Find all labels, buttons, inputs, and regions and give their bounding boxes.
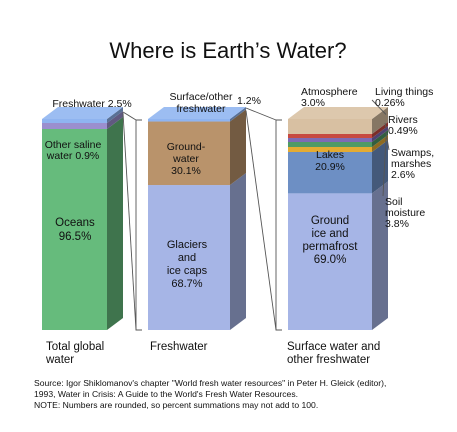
label-lakes: Lakes 20.9% [315,149,345,173]
bar-1-freshwater-side [107,107,123,123]
label-glaciers-ice-caps: Glaciers and ice caps 68.7% [167,239,208,290]
label-groundwater: Ground-water 30.1% [167,141,206,177]
chart-title: Where is Earth’s Water? [109,38,346,63]
bar-1-freshwater-segment [42,119,107,123]
label-other-saline-water: Other saline water 0.9% [45,139,102,162]
bar-3-living-things-side [372,122,388,138]
bar-3-rivers-segment [288,138,372,142]
bar-1-other-saline-water-segment [42,123,107,129]
pointer-soil-moisture [382,137,387,197]
label-surface-other-freshwater-value: 1.2% [237,95,261,107]
bar-1-oceans-side [107,117,123,330]
category-surface-water-other-freshwater: Surface water and other freshwater [287,341,380,366]
bar-3-soil-moisture-side [372,135,388,152]
bar-3-atmosphere-side [372,107,388,134]
label-living-things: Living things 0.26% [375,86,433,109]
bar-2-glaciers-and-ice-caps-side [230,173,246,330]
connector-lines [122,99,390,331]
bars-layer [42,107,388,330]
bar-1-oceans-segment [42,129,107,330]
bracket-freshwater [135,119,142,331]
bar-2-surface-other-freshwater-side [230,107,246,122]
bar-3-living-things-segment [288,134,372,138]
pointer-living-things [371,99,387,115]
pointer-rivers [384,122,387,129]
label-rivers: Rivers 0.49% [388,114,418,137]
bar-3-rivers-side [372,126,388,142]
label-atmosphere: Atmosphere 3.0% [301,86,358,109]
bar-3-ground-ice-and-permafrost-segment [288,193,372,330]
bar-2-surface-other-freshwater-segment [148,119,230,122]
bar-3-swamps-marshes-side [372,130,388,147]
pointer-swamps [385,132,390,151]
bar-2-ground-water-segment [148,121,230,186]
bar-2-top-face [148,107,246,119]
labels-layer: Oceans 96.5% Other saline water 0.9% Freshwa… [45,86,435,366]
source-text: Source: Igor Shiklomanov's chapter "Worl… [34,378,386,410]
label-freshwater: Freshwater 2.5% [52,98,131,110]
bar-2-glaciers-and-ice-caps-segment [148,185,230,330]
connector-surface-top [245,107,277,121]
connector-surface-bottom [245,110,277,331]
connector-freshwater-top [122,111,137,121]
connector-freshwater-bottom [122,112,137,331]
label-surface-other-freshwater: Surface/other freshwater [169,91,233,115]
bar-2-ground-water-side [230,109,246,186]
bracket-surface [275,119,282,331]
label-swamps-marshes: Swamps, marshes 2.6% [391,147,434,181]
label-soil-moisture: Soil moisture 3.8% [385,196,425,230]
bar-3-soil-moisture-segment [288,147,372,152]
bar-3-ground-ice-and-permafrost-side [372,181,388,330]
label-oceans: Oceans 96.5% [55,217,95,243]
bar-3-lakes-segment [288,152,372,194]
bar-3-swamps-marshes-segment [288,142,372,147]
bar-3-atmosphere-segment [288,119,372,134]
bar-1-other-saline-water-side [107,111,123,129]
bar-1-top-face [42,107,123,119]
source-note: Source: Igor Shiklomanov's chapter "Worl… [34,378,386,410]
category-total-global-water: Total global water [45,341,104,366]
bar-3-top-face [288,107,388,119]
category-freshwater: Freshwater [150,341,208,353]
label-ground-ice-permafrost: Ground ice and permafrost 69.0% [303,215,359,266]
